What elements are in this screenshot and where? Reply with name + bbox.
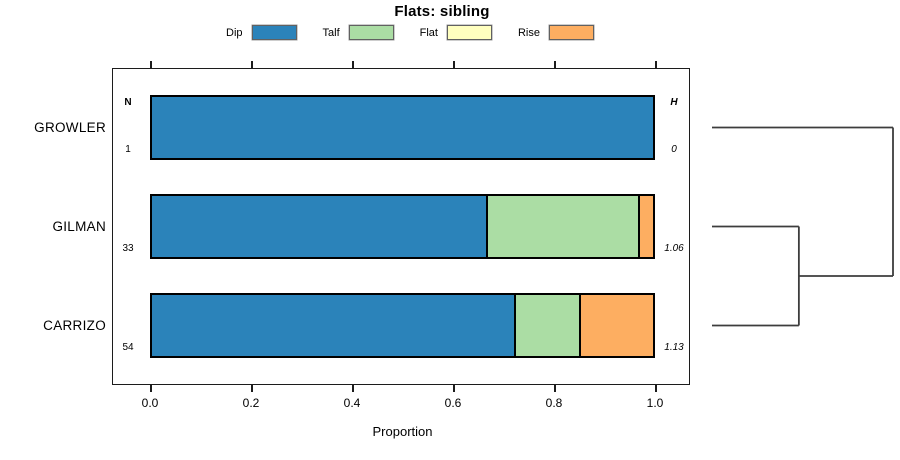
row-label-gilman: GILMAN: [52, 218, 106, 234]
bar-growler: [150, 95, 655, 160]
bar-segment-dip: [152, 97, 653, 158]
legend: Dip Talf Flat Rise: [226, 25, 594, 40]
bar-segment-talf: [486, 196, 638, 257]
x-axis-tick: [352, 385, 354, 392]
bar-segment-rise: [637, 196, 653, 257]
x-axis-tick: [554, 385, 556, 392]
bar-segment-dip: [152, 196, 487, 257]
chart-title: Flats: sibling: [394, 3, 490, 20]
n-value: 33: [122, 243, 134, 254]
h-value: 1.06: [664, 243, 684, 254]
legend-swatch-dip: [251, 25, 297, 40]
x-axis-tick-top: [150, 61, 152, 68]
x-axis-tick-top: [453, 61, 455, 68]
legend-label: Flat: [419, 26, 438, 39]
x-axis-tick-label: 1.0: [646, 396, 664, 410]
legend-swatch-flat: [446, 25, 492, 40]
bar-gilman: [150, 194, 655, 259]
h-value: 0: [671, 144, 677, 155]
h-column-header: H: [670, 97, 678, 108]
legend-swatch-talf: [348, 25, 394, 40]
n-column-header: N: [124, 97, 132, 108]
x-axis-tick-top: [554, 61, 556, 68]
legend-label: Rise: [517, 26, 540, 39]
bar-segment-rise: [578, 295, 653, 356]
x-axis-tick-top: [655, 61, 657, 68]
x-axis-tick-label: 0.6: [444, 396, 462, 410]
legend-swatch-rise: [549, 25, 594, 40]
legend-item-talf: Talf: [323, 25, 394, 40]
bar-carrizo: [150, 293, 655, 358]
row-label-carrizo: CARRIZO: [43, 317, 106, 333]
x-axis-tick-top: [251, 61, 253, 68]
plot-area: [112, 68, 690, 385]
x-axis-tick: [453, 385, 455, 392]
x-axis-tick: [655, 385, 657, 392]
n-value: 1: [125, 144, 131, 155]
row-label-growler: GROWLER: [34, 119, 106, 135]
legend-label: Dip: [226, 26, 243, 39]
legend-label: Talf: [322, 26, 340, 39]
x-axis-tick-label: 0.2: [242, 396, 260, 410]
bar-segment-talf: [513, 295, 579, 356]
x-axis-tick-label: 0.8: [545, 396, 563, 410]
x-axis-tick-label: 0.0: [141, 396, 159, 410]
n-value: 54: [122, 342, 134, 353]
x-axis-tick-top: [352, 61, 354, 68]
legend-item-flat: Flat: [420, 25, 492, 40]
x-axis-tick: [251, 385, 253, 392]
x-axis-tick-label: 0.4: [343, 396, 361, 410]
bar-segment-dip: [152, 295, 514, 356]
legend-item-dip: Dip: [226, 25, 297, 40]
legend-item-rise: Rise: [518, 25, 594, 40]
h-value: 1.13: [664, 342, 684, 353]
x-axis-tick: [150, 385, 152, 392]
x-axis-label: Proportion: [372, 424, 433, 439]
